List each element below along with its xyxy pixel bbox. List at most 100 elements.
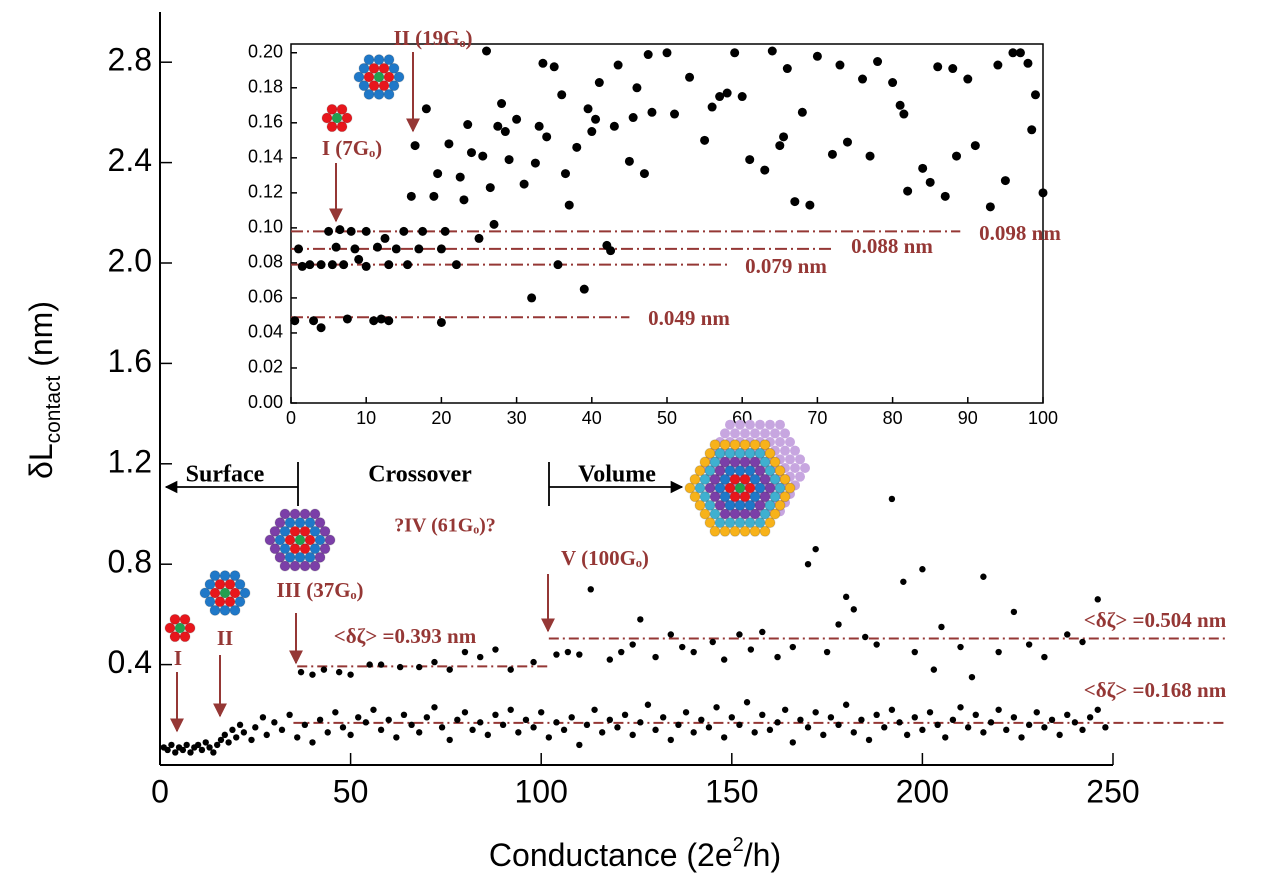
point [690,648,697,656]
y-tick-label: 0.4 [108,644,152,680]
atom [341,112,353,124]
annotation: V (100Gₒ) [561,546,649,570]
point [263,731,270,739]
point [393,734,400,741]
x-tick-label: 90 [958,408,978,428]
atom [299,525,311,537]
point [865,151,875,161]
point [1000,176,1010,186]
point [613,60,623,70]
point [747,646,755,653]
point [1025,641,1033,648]
point [632,83,642,93]
atom [734,482,746,494]
point [888,706,896,713]
atom [304,534,316,546]
atom [393,71,405,83]
x-tick-label: 50 [333,773,369,809]
point [1008,48,1018,58]
point [355,714,362,721]
atom [774,482,786,494]
atom [765,419,775,430]
point [835,60,845,70]
point [745,155,755,165]
point [327,260,337,270]
atom [373,71,385,83]
point [466,148,476,158]
atom [725,419,735,430]
point [862,633,869,641]
point [504,155,514,165]
point [1010,714,1018,721]
point [271,719,278,726]
annotation: Volume [578,462,656,488]
point [881,724,888,731]
atom [764,482,776,494]
point [805,200,815,210]
point [690,729,697,736]
point [229,726,236,734]
annotation: Crossover [368,462,472,488]
point [339,260,349,270]
point [781,706,789,713]
y-tick-label: 0.8 [108,544,152,580]
point [895,100,905,110]
point [320,666,328,673]
point [812,545,819,553]
reference-label: 0.088 nm [851,234,933,258]
atom [294,534,306,546]
point [835,621,842,628]
point [512,114,522,124]
point [985,202,995,212]
point [347,671,354,678]
atom-cluster [264,508,336,572]
reference-label: <δζ> =0.504 nm [1084,608,1227,632]
point [416,663,423,671]
point [728,714,735,721]
point [384,260,394,270]
point [305,260,315,270]
point [900,578,907,585]
point [1094,706,1101,713]
point [500,127,510,137]
atom [745,419,755,430]
atom [750,428,760,439]
x-tick-label: 100 [515,773,568,809]
atom [735,419,745,430]
point [497,99,507,109]
y-tick-label: 0.04 [248,322,283,342]
point [930,666,938,673]
point [789,739,796,746]
point [827,714,835,721]
point [564,648,572,656]
point [474,233,484,243]
point [1003,726,1010,734]
point [286,711,293,718]
point [438,724,446,731]
atom [754,447,766,459]
point [709,638,716,646]
point [797,107,807,117]
atom [383,54,395,66]
point [534,121,544,131]
reference-label: 0.079 nm [745,254,827,278]
point [446,666,453,673]
atom [383,71,395,83]
y-tick-label: 0.10 [248,217,283,237]
point [933,62,943,72]
point [553,260,563,270]
point [431,658,438,666]
point [436,317,446,327]
point [730,48,740,58]
point [797,716,804,724]
point [538,709,545,716]
point [1102,724,1109,731]
atom-cluster [353,54,405,100]
point [715,92,725,102]
point [774,653,781,661]
point [290,316,300,326]
atom [755,419,765,430]
point [519,179,529,189]
point [938,623,945,631]
point [366,661,373,668]
